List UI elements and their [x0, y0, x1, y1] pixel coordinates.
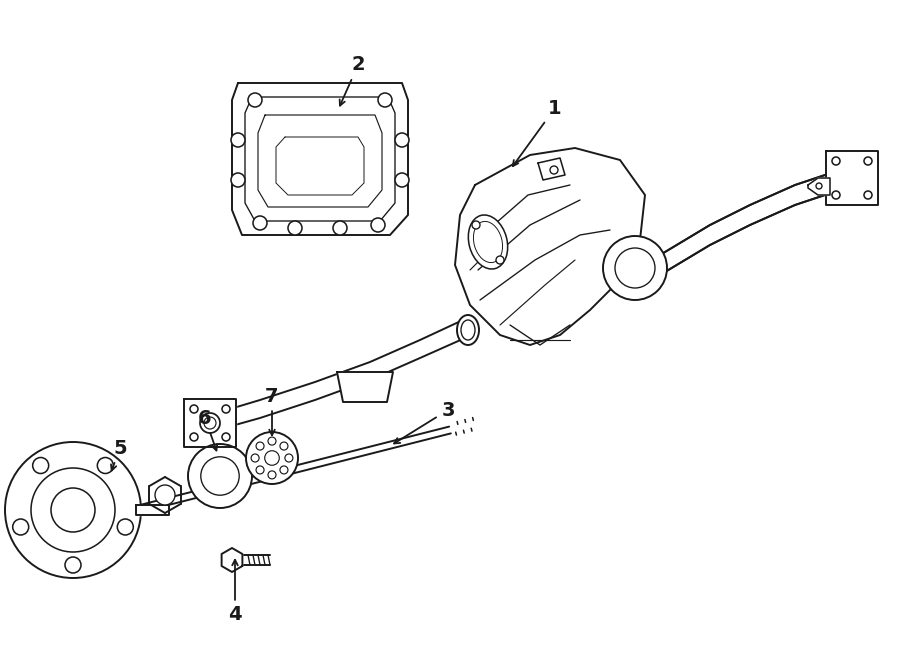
Circle shape [190, 405, 198, 413]
Circle shape [97, 457, 113, 473]
Text: 1: 1 [513, 98, 562, 166]
Circle shape [832, 157, 840, 165]
Circle shape [222, 433, 230, 441]
Polygon shape [826, 151, 878, 205]
Circle shape [395, 173, 409, 187]
Circle shape [256, 442, 264, 450]
Circle shape [246, 432, 298, 484]
Polygon shape [245, 97, 395, 221]
Polygon shape [258, 115, 382, 207]
Circle shape [864, 191, 872, 199]
Circle shape [395, 133, 409, 147]
Circle shape [222, 405, 230, 413]
Polygon shape [276, 137, 364, 195]
Circle shape [333, 221, 347, 235]
Polygon shape [184, 399, 236, 447]
Circle shape [251, 454, 259, 462]
Circle shape [816, 183, 822, 189]
Polygon shape [232, 83, 408, 235]
Circle shape [65, 557, 81, 573]
Circle shape [268, 437, 276, 445]
Circle shape [864, 157, 872, 165]
Circle shape [188, 444, 252, 508]
Circle shape [231, 173, 245, 187]
Circle shape [51, 488, 95, 532]
Ellipse shape [473, 221, 502, 262]
Text: 3: 3 [394, 401, 454, 444]
Circle shape [204, 417, 216, 429]
Circle shape [201, 457, 239, 495]
Polygon shape [221, 548, 242, 572]
Text: 7: 7 [266, 387, 279, 435]
Circle shape [268, 471, 276, 479]
Circle shape [496, 256, 504, 264]
Circle shape [615, 248, 655, 288]
Circle shape [550, 166, 558, 174]
Circle shape [265, 451, 279, 465]
Circle shape [603, 236, 667, 300]
Circle shape [155, 485, 175, 505]
Text: 2: 2 [339, 56, 365, 106]
Circle shape [13, 519, 29, 535]
Ellipse shape [461, 320, 475, 340]
Circle shape [200, 413, 220, 433]
Polygon shape [538, 158, 565, 180]
Polygon shape [136, 505, 169, 515]
Circle shape [280, 442, 288, 450]
Polygon shape [210, 320, 465, 432]
Circle shape [190, 433, 198, 441]
Circle shape [285, 454, 292, 462]
Polygon shape [455, 148, 645, 345]
Polygon shape [94, 426, 451, 524]
Circle shape [253, 216, 267, 230]
Text: 4: 4 [229, 560, 242, 625]
Polygon shape [337, 372, 393, 402]
Text: 5: 5 [111, 438, 127, 471]
Circle shape [117, 519, 133, 535]
Circle shape [256, 466, 264, 474]
Circle shape [32, 457, 49, 473]
Circle shape [378, 93, 392, 107]
Polygon shape [808, 178, 830, 195]
Ellipse shape [468, 215, 508, 269]
Circle shape [832, 191, 840, 199]
Circle shape [371, 218, 385, 232]
Circle shape [280, 466, 288, 474]
Text: 6: 6 [198, 408, 217, 451]
Circle shape [288, 221, 302, 235]
Circle shape [472, 221, 480, 229]
Ellipse shape [457, 315, 479, 345]
Polygon shape [655, 170, 840, 278]
Circle shape [248, 93, 262, 107]
Circle shape [231, 133, 245, 147]
Circle shape [5, 442, 141, 578]
Circle shape [31, 468, 115, 552]
